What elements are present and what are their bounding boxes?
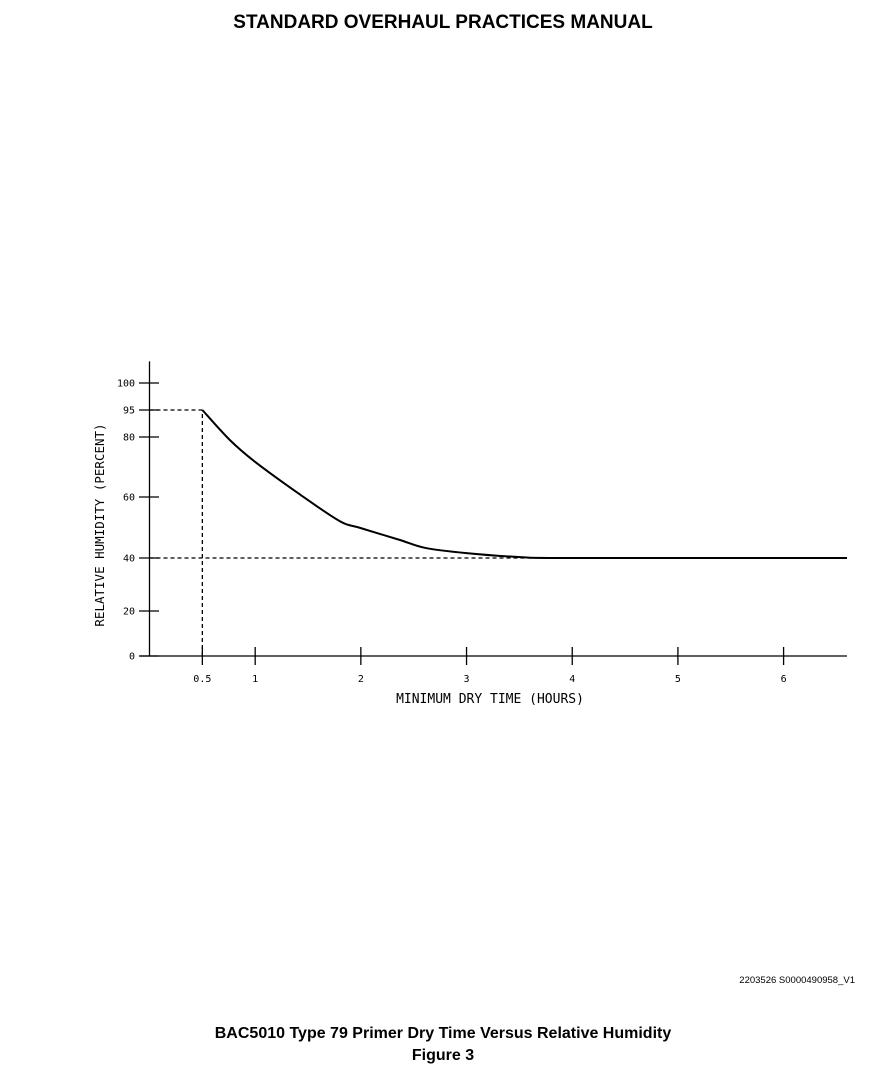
x-tick-label: 1	[252, 674, 258, 685]
y-tick-label: 100	[117, 379, 135, 390]
curve	[201, 409, 848, 560]
y-tick-label: 40	[123, 554, 135, 565]
y-tick-label: 80	[123, 433, 135, 444]
y-tick-label: 60	[123, 493, 135, 504]
caption-figure: Figure 3	[412, 1047, 474, 1064]
x-tick-label: 0.5	[193, 674, 211, 685]
header-title: STANDARD OVERHAUL PRACTICES MANUAL	[233, 12, 653, 33]
y-tick-label: 95	[123, 406, 135, 417]
caption-title: BAC5010 Type 79 Primer Dry Time Versus R…	[215, 1025, 672, 1042]
x-tick-label: 5	[675, 674, 681, 685]
x-tick-label: 6	[781, 674, 787, 685]
y-tick-label: 0	[129, 652, 135, 663]
x-tick-label: 4	[569, 674, 575, 685]
y-tick-label: 20	[123, 607, 135, 618]
x-tick-label: 2	[358, 674, 364, 685]
figure-id: 2203526 S0000490958_V1	[739, 975, 855, 986]
x-axis-label: MINIMUM DRY TIME (HOURS)	[396, 692, 584, 707]
x-tick-label: 3	[464, 674, 470, 685]
y-axis-label: RELATIVE HUMIDITY (PERCENT)	[92, 423, 107, 626]
